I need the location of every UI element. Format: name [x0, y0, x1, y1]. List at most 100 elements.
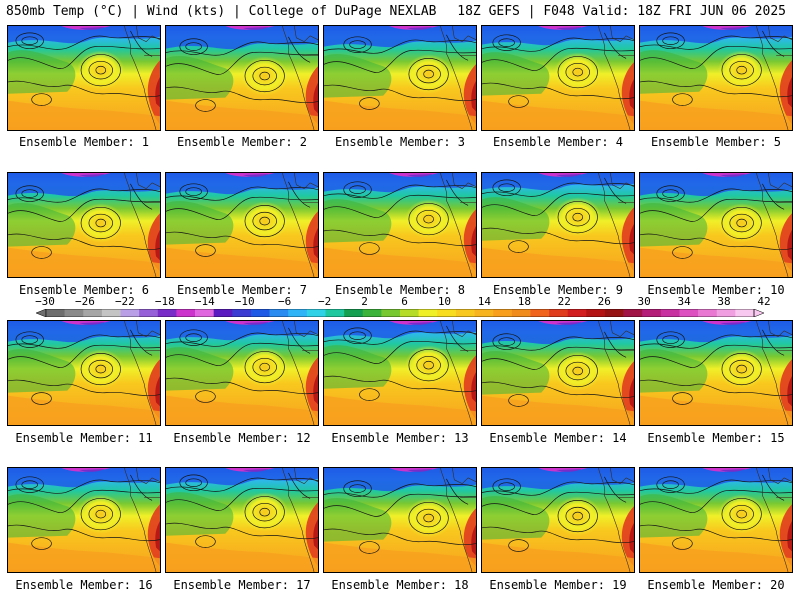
- colorbar-tick-label: 14: [477, 295, 491, 308]
- colorbar-tick-label: 2: [361, 295, 368, 308]
- colorbar-arrow-left: [36, 309, 47, 317]
- colorbar-swatch: [101, 309, 121, 317]
- colorbar-swatch: [660, 309, 680, 317]
- colorbar-swatch: [344, 309, 364, 317]
- colorbar-tick-label: −6: [278, 295, 292, 308]
- ensemble-member-label: Ensemble Member: 2: [176, 135, 308, 149]
- ensemble-map-panel: [639, 320, 793, 426]
- ensemble-map-panel: [323, 25, 477, 131]
- colorbar-swatch: [604, 309, 624, 317]
- ensemble-member-label: Ensemble Member: 7: [176, 283, 308, 297]
- ensemble-map-panel: [165, 467, 319, 573]
- colorbar-tick-label: −22: [114, 295, 135, 308]
- colorbar-swatch: [157, 309, 177, 317]
- colorbar-swatch: [735, 309, 755, 317]
- ensemble-map-panel: [165, 25, 319, 131]
- ensemble-member-label: Ensemble Member: 9: [492, 283, 624, 297]
- colorbar-swatch: [530, 309, 550, 317]
- ensemble-map-panel: [7, 467, 161, 573]
- colorbar-swatch: [288, 309, 308, 317]
- colorbar-swatch: [716, 309, 736, 317]
- colorbar-swatch: [381, 309, 401, 317]
- colorbar-tick-label: −10: [234, 295, 255, 308]
- colorbar-swatch: [567, 309, 587, 317]
- colorbar-tick-label: 38: [717, 295, 731, 308]
- ensemble-member-label: Ensemble Member: 5: [650, 135, 782, 149]
- colorbar-swatch: [642, 309, 662, 317]
- ensemble-member-label: Ensemble Member: 15: [647, 431, 785, 445]
- ensemble-member-label: Ensemble Member: 19: [489, 578, 627, 592]
- colorbar-swatch: [213, 309, 233, 317]
- ensemble-map-panel: [7, 25, 161, 131]
- ensemble-member-label: Ensemble Member: 8: [334, 283, 466, 297]
- colorbar-swatch: [418, 309, 438, 317]
- ensemble-map-panel: [639, 25, 793, 131]
- colorbar-swatch: [474, 309, 494, 317]
- colorbar-swatch: [306, 309, 326, 317]
- colorbar-swatch: [46, 309, 65, 317]
- ensemble-member-label: Ensemble Member: 3: [334, 135, 466, 149]
- colorbar-swatch: [400, 309, 419, 317]
- ensemble-map-panel: [639, 467, 793, 573]
- colorbar-tick-label: −30: [35, 295, 55, 308]
- ensemble-map-panel: [481, 320, 635, 426]
- colorbar-swatch: [586, 309, 606, 317]
- colorbar-labels: −30 −26 −22 −18 −14 −10 −6 −2 2 6 10 14 18 22 26 30 34 38…: [0, 296, 800, 308]
- colorbar-swatch: [549, 309, 568, 317]
- colorbar-swatch: [195, 309, 214, 317]
- colorbar-swatch: [83, 309, 103, 317]
- colorbar-arrow-right: [753, 309, 764, 317]
- ensemble-member-label: Ensemble Member: 18: [331, 578, 469, 592]
- colorbar-swatch: [679, 309, 699, 317]
- colorbar-tick-label: 10: [437, 295, 452, 308]
- ensemble-member-label: Ensemble Member: 13: [331, 431, 469, 445]
- colorbar-tick-label: 26: [597, 295, 611, 308]
- colorbar-swatch: [511, 309, 531, 317]
- colorbar-swatch: [455, 309, 475, 317]
- colorbar-tick-label: −2: [317, 295, 332, 308]
- ensemble-member-label: Ensemble Member: 11: [15, 431, 153, 445]
- colorbar-swatch: [493, 309, 513, 317]
- colorbar-swatch: [176, 309, 196, 317]
- ensemble-member-label: Ensemble Member: 12: [173, 431, 311, 445]
- colorbar-tick-label: −14: [194, 295, 215, 308]
- ensemble-map-panel: [165, 320, 319, 426]
- ensemble-map-panel: [7, 320, 161, 426]
- colorbar-swatch: [250, 309, 270, 317]
- ensemble-map-panel: [323, 467, 477, 573]
- colorbar-swatch: [325, 309, 345, 317]
- ensemble-member-label: Ensemble Member: 20: [647, 578, 785, 592]
- colorbar-tick-label: 34: [677, 295, 691, 308]
- ensemble-member-label: Ensemble Member: 17: [173, 578, 311, 592]
- ensemble-map-panel: [639, 172, 793, 278]
- colorbar-swatch: [64, 309, 84, 317]
- colorbar-tick-label: 22: [557, 295, 571, 308]
- ensemble-member-label: Ensemble Member: 4: [492, 135, 624, 149]
- ensemble-map-panel: [165, 172, 319, 278]
- colorbar-tick-label: −18: [154, 295, 175, 308]
- ensemble-map-panel: [481, 467, 635, 573]
- ensemble-member-label: Ensemble Member: 10: [647, 283, 785, 297]
- colorbar-tick-label: 30: [637, 295, 651, 308]
- colorbar-swatch: [698, 309, 718, 317]
- ensemble-member-label: Ensemble Member: 1: [18, 135, 150, 149]
- colorbar-swatch: [362, 309, 382, 317]
- colorbar-swatch: [623, 309, 643, 317]
- colorbar-swatch: [437, 309, 457, 317]
- map-title: 850mb Temp (°C) | Wind (kts) | College o…: [6, 4, 437, 19]
- ensemble-member-label: Ensemble Member: 16: [15, 578, 153, 592]
- colorbar-tick-label: 18: [517, 295, 531, 308]
- ensemble-map-panel: [323, 172, 477, 278]
- ensemble-map-panel: [481, 25, 635, 131]
- ensemble-map-panel: [7, 172, 161, 278]
- model-run-info: 18Z GEFS | F048 Valid: 18Z FRI JUN 06 20…: [457, 4, 786, 19]
- colorbar-swatch: [120, 309, 140, 317]
- ensemble-map-panel: [481, 172, 635, 278]
- colorbar: [36, 309, 764, 317]
- colorbar-swatch: [232, 309, 252, 317]
- colorbar-swatch: [269, 309, 289, 317]
- ensemble-member-label: Ensemble Member: 6: [18, 283, 150, 297]
- colorbar-tick-label: 6: [401, 295, 408, 308]
- colorbar-tick-label: 42: [757, 295, 771, 308]
- ensemble-member-label: Ensemble Member: 14: [489, 431, 627, 445]
